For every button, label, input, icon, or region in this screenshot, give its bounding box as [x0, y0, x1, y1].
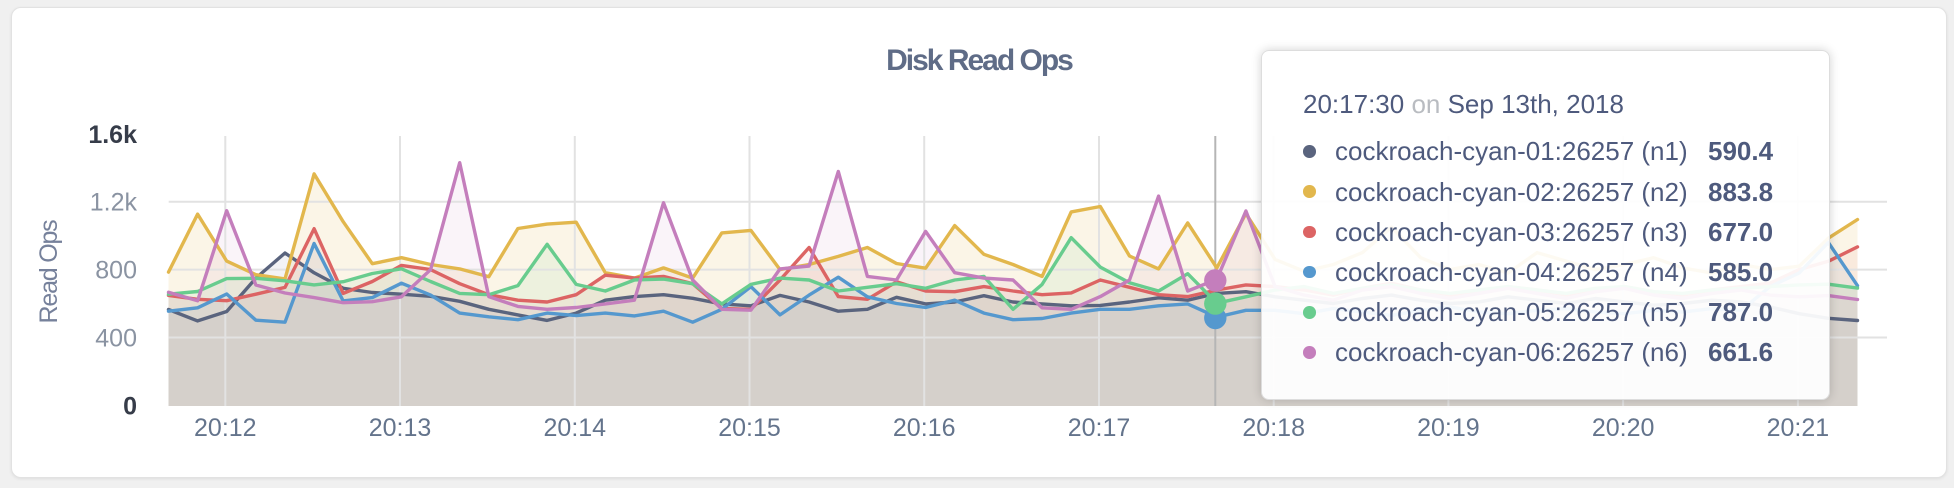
- svg-text:20:20: 20:20: [1592, 414, 1655, 442]
- svg-text:20:15: 20:15: [718, 414, 781, 442]
- svg-text:1.2k: 1.2k: [90, 189, 138, 217]
- svg-text:400: 400: [95, 325, 137, 353]
- svg-text:20:13: 20:13: [369, 414, 432, 442]
- svg-text:0: 0: [123, 392, 137, 420]
- svg-text:20:18: 20:18: [1242, 414, 1305, 442]
- svg-text:800: 800: [95, 257, 137, 285]
- svg-text:20:17: 20:17: [1068, 414, 1131, 442]
- svg-text:20:16: 20:16: [893, 414, 956, 442]
- svg-text:20:19: 20:19: [1417, 414, 1480, 442]
- svg-text:1.6k: 1.6k: [88, 121, 137, 149]
- svg-text:20:12: 20:12: [194, 414, 257, 442]
- svg-text:20:21: 20:21: [1767, 414, 1830, 442]
- svg-text:20:14: 20:14: [544, 414, 607, 442]
- svg-text:Read Ops: Read Ops: [35, 220, 63, 324]
